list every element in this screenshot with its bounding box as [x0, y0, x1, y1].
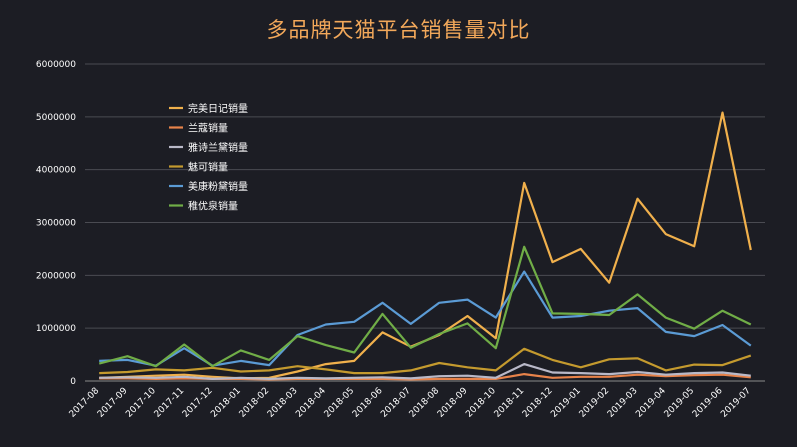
x-tick-label: 2018-08: [408, 386, 442, 420]
x-tick-label: 2018-06: [351, 386, 385, 420]
x-tick-label: 2018-10: [464, 386, 498, 420]
y-tick-label: 5000000: [36, 113, 76, 123]
y-tick-label: 1000000: [36, 324, 76, 334]
x-tick-label: 2018-04: [294, 386, 328, 420]
x-tick-label: 2018-12: [521, 386, 555, 420]
series-line: [99, 363, 751, 380]
y-tick-label: 0: [70, 377, 76, 387]
legend-label: 完美日记销量: [188, 102, 248, 115]
x-tick-label: 2019-03: [606, 386, 640, 420]
series-line: [99, 347, 752, 375]
x-tick-label: 2017-12: [181, 386, 215, 420]
legend-label: 魅可销量: [188, 161, 228, 174]
legend-label: 稚优泉销量: [188, 200, 238, 213]
x-tick-label: 2018-03: [266, 386, 300, 420]
x-tick-label: 2019-07: [719, 386, 753, 420]
x-tick-label: 2017-11: [153, 386, 187, 420]
x-tick-label: 2019-01: [549, 386, 583, 420]
x-tick-label: 2019-05: [663, 386, 697, 420]
x-tick-label: 2019-04: [634, 386, 668, 420]
x-tick-label: 2017-10: [124, 386, 158, 420]
x-tick-label: 2017-09: [96, 386, 130, 420]
x-tick-label: 2018-07: [379, 386, 413, 420]
y-tick-label: 3000000: [36, 219, 76, 229]
y-tick-label: 6000000: [36, 60, 76, 70]
legend-label: 雅诗兰黛销量: [188, 141, 248, 154]
legend-label: 兰蔻销量: [188, 122, 228, 135]
y-tick-label: 4000000: [36, 166, 76, 176]
series-line: [98, 245, 752, 368]
series-line: [99, 270, 752, 367]
x-tick-label: 2019-02: [578, 386, 612, 420]
chart-title: 多品牌天猫平台销售量对比: [266, 18, 531, 42]
x-tick-label: 2017-08: [68, 386, 102, 420]
x-tick-label: 2019-06: [691, 386, 725, 420]
x-tick-label: 2018-11: [493, 386, 527, 420]
y-tick-label: 2000000: [36, 271, 76, 281]
x-tick-label: 2018-01: [209, 386, 243, 420]
x-tick-label: 2018-05: [323, 386, 357, 420]
x-tick-label: 2018-02: [238, 386, 272, 420]
x-tick-label: 2018-09: [436, 386, 470, 420]
legend-label: 美康粉黛销量: [188, 180, 248, 193]
